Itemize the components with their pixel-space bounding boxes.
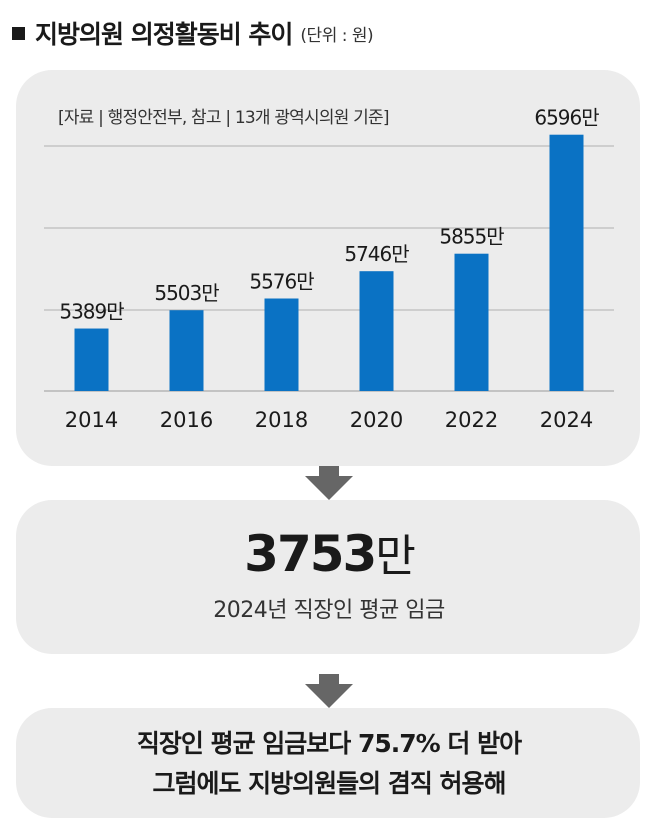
x-tick-label-2016: 2016 (160, 408, 213, 432)
arrow-stem-2 (319, 674, 339, 684)
data-label-2016: 5503만 (154, 281, 219, 305)
note-line-1: 직장인 평균 임금보다 75.7% 더 받아 (136, 729, 522, 758)
bar-2016 (169, 310, 204, 391)
note-line-2: 그럼에도 지방의원들의 겸직 허용해 (152, 769, 506, 798)
x-tick-label-2020: 2020 (350, 408, 403, 432)
x-tick-label-2024: 2024 (540, 408, 593, 432)
x-tick-label-2014: 2014 (65, 408, 118, 432)
x-tick-label-2018: 2018 (255, 408, 308, 432)
bar-2022 (454, 253, 489, 391)
note-panel (16, 708, 640, 818)
chart-title: 지방의원 의정활동비 추이 (35, 20, 293, 49)
data-label-2020: 5746만 (344, 242, 409, 266)
down-arrow-icon (305, 476, 353, 500)
bar-2018 (264, 298, 299, 391)
stat-label: 2024년 직장인 평균 임금 (213, 598, 445, 623)
x-tick-label-2022: 2022 (445, 408, 498, 432)
unit-label: (단위 : 원) (300, 25, 374, 46)
data-label-2018: 5576만 (249, 270, 314, 294)
stat-panel (16, 500, 640, 654)
data-label-2024: 6596만 (534, 106, 599, 130)
source-note: [자료 | 행정안전부, 참고 | 13개 광역시의원 기준] (58, 108, 389, 128)
bar-2020 (359, 271, 394, 391)
down-arrow-icon (305, 684, 353, 708)
title-bullet (12, 26, 25, 40)
bar-2014 (74, 328, 109, 391)
bar-chart: 5389만 2014 5503만 2016 5576만 2018 5746만 2020 5855… (44, 106, 614, 432)
title-row: 지방의원 의정활동비 추이 (단위 : 원) (12, 16, 374, 50)
bar-2024 (549, 134, 584, 391)
chart-panel (16, 70, 640, 466)
stat-value: 3753만 (0, 520, 658, 584)
arrow-stem-1 (319, 466, 339, 476)
data-label-2022: 5855만 (439, 225, 504, 249)
stat-number: 3753 (244, 525, 377, 583)
stat-suffix: 만 (375, 531, 416, 582)
data-label-2014: 5389만 (59, 300, 124, 324)
